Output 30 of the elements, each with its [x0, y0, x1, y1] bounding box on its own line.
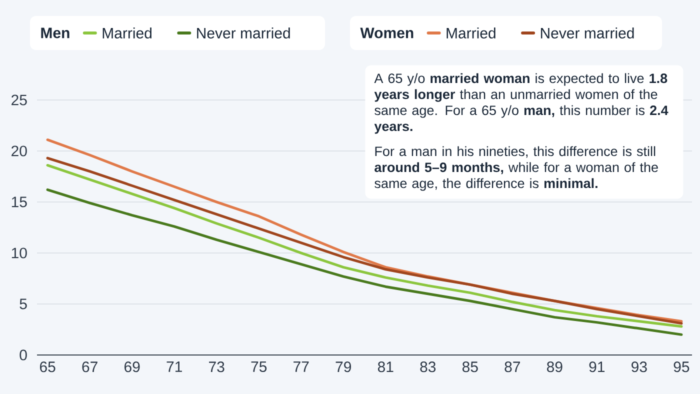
- text: A 65 y/o married woman is expected to live 1.8 years longer than an unmarried women of the same age. For a 65 y/o man, this number is 2.4 years.: [374, 73, 668, 134]
- y-tick-label: 25: [12, 94, 27, 106]
- legend-label: Married: [102, 27, 152, 38]
- legend-label: Never married: [540, 27, 634, 38]
- x-tick-label: 77: [294, 362, 309, 372]
- x-tick-label: 71: [166, 362, 182, 372]
- y-tick-label: 5: [20, 298, 27, 310]
- text: Men: [41, 28, 70, 38]
- x-tick-label: 75: [251, 362, 267, 372]
- x-tick-label: 81: [378, 362, 394, 372]
- x-tick-label: 93: [632, 362, 647, 372]
- annotation: For a man in his nineties, this difference is still around 5–9 months, while for a woman of the same age, the difference is minimal.: [374, 146, 658, 191]
- x-tick-label: 87: [504, 362, 520, 372]
- y-tick-label: 10: [12, 248, 27, 258]
- x-tick-label: 67: [82, 362, 98, 372]
- x-tick-label: 69: [124, 362, 140, 372]
- legend-label: Never married: [197, 27, 290, 38]
- x-tick-label: 91: [589, 362, 605, 372]
- text: Women: [360, 28, 414, 38]
- x-tick-label: 89: [546, 362, 562, 372]
- x-tick-label: 83: [420, 362, 436, 372]
- x-tick-label: 85: [462, 362, 478, 372]
- y-tick-label: 15: [12, 196, 27, 208]
- x-tick-label: 95: [674, 362, 690, 372]
- x-tick-label: 65: [40, 362, 56, 372]
- y-tick-label: 0: [20, 350, 27, 360]
- legend-label: Married: [446, 27, 496, 38]
- y-tick-label: 20: [12, 146, 27, 156]
- x-tick-label: 73: [209, 362, 224, 372]
- x-tick-label: 79: [336, 362, 351, 372]
